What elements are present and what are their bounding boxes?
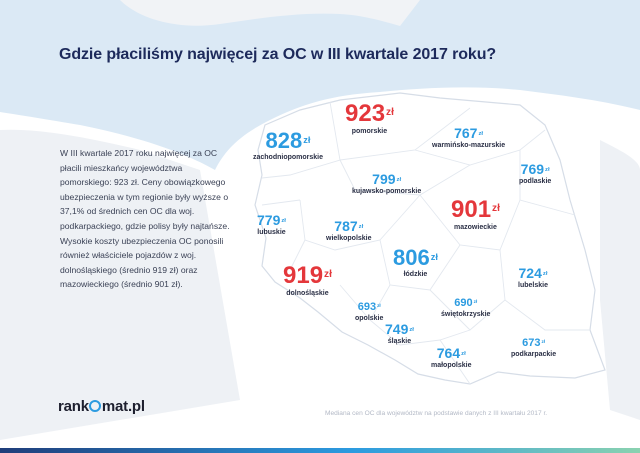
- price-opolskie: 693zł: [357, 301, 381, 313]
- baltic-sea: [0, 0, 640, 170]
- rankomat-logo: rank mat.pl: [58, 398, 145, 415]
- price-lubelskie: 724zł: [518, 265, 548, 281]
- region-name-dolnoslaskie: dolnośląskie: [286, 290, 329, 297]
- region-name-malopolskie: małopolskie: [431, 362, 472, 369]
- page-title: Gdzie płaciliśmy najwięcej za OC w III k…: [59, 46, 497, 63]
- region-name-lubuskie: lubuskie: [257, 229, 286, 236]
- region-borders: [261, 101, 590, 385]
- region-swietokrzyskie: 690zł świętokrzyskie: [441, 297, 491, 319]
- price-podlaskie: 769zł: [520, 161, 550, 177]
- region-mazowieckie: 901zł mazowieckie: [451, 196, 500, 232]
- region-podkarpackie: 673zł podkarpackie: [511, 337, 557, 359]
- price-podkarpackie: 673zł: [522, 337, 546, 349]
- region-opolskie: 693zł opolskie: [355, 301, 384, 323]
- price-dolnoslaskie: 919zł: [283, 262, 332, 289]
- region-kujawsko-pomorskie: 799zł kujawsko-pomorskie: [352, 172, 421, 195]
- price-pomorskie: 923zł: [345, 100, 394, 127]
- price-zachodniopomorskie: 828zł: [265, 128, 311, 153]
- region-name-swietokrzyskie: świętokrzyskie: [441, 311, 491, 318]
- price-lubuskie: 779zł: [257, 212, 286, 228]
- region-name-wielkopolskie: wielkopolskie: [326, 235, 372, 242]
- region-wielkopolskie: 787zł wielkopolskie: [326, 219, 372, 242]
- region-slaskie: 749zł śląskie: [385, 322, 414, 345]
- bottom-accent-bar: [0, 448, 640, 453]
- region-name-zachodniopomorskie: zachodniopomorskie: [253, 154, 324, 161]
- region-lubelskie: 724zł lubelskie: [518, 266, 548, 289]
- region-name-pomorskie: pomorskie: [351, 128, 388, 135]
- description-text: W III kwartale 2017 roku najwięcej za OC…: [60, 148, 230, 290]
- price-slaskie: 749zł: [385, 321, 414, 337]
- region-dolnoslaskie: 919zł dolnośląskie: [283, 262, 332, 298]
- region-name-kujawsko-pomorskie: kujawsko-pomorskie: [352, 188, 422, 195]
- region-name-mazowieckie: mazowieckie: [454, 224, 497, 231]
- region-lubuskie: 779zł lubuskie: [257, 213, 286, 236]
- region-pomorskie: 923zł pomorskie: [345, 100, 394, 136]
- price-kujawsko-pomorskie: 799zł: [372, 171, 402, 187]
- price-mazowieckie: 901zł: [451, 196, 500, 223]
- region-zachodniopomorskie: 828zł zachodniopomorskie: [253, 128, 324, 162]
- region-malopolskie: 764zł małopolskie: [431, 346, 471, 369]
- scandinavia-land: [120, 0, 420, 26]
- price-lodzkie: 806zł: [393, 245, 438, 270]
- region-name-podlaskie: podlaskie: [519, 178, 552, 185]
- price-wielkopolskie: 787zł: [334, 218, 364, 234]
- source-note: Mediana cen OC dla województw na podstaw…: [325, 410, 548, 417]
- logo-ring-icon: [89, 400, 102, 412]
- price-malopolskie: 764zł: [436, 345, 466, 361]
- price-swietokrzyskie: 690zł: [454, 297, 478, 309]
- region-name-warminsko-mazurskie: warmińsko-mazurskie: [432, 142, 506, 149]
- price-warminsko-mazurskie: 767zł: [454, 125, 484, 141]
- neighbour-land: [0, 129, 240, 440]
- region-lodzkie: 806zł łódzkie: [393, 245, 438, 279]
- region-name-lubelskie: lubelskie: [518, 282, 548, 289]
- region-name-podkarpackie: podkarpackie: [511, 351, 557, 358]
- region-warminsko-mazurskie: 767zł warmińsko-mazurskie: [432, 126, 505, 149]
- region-name-lodzkie: łódzkie: [403, 271, 428, 278]
- region-name-opolskie: opolskie: [355, 315, 384, 322]
- neighbour-land-east: [600, 140, 640, 420]
- region-podlaskie: 769zł podlaskie: [519, 162, 551, 185]
- region-name-slaskie: śląskie: [387, 338, 412, 345]
